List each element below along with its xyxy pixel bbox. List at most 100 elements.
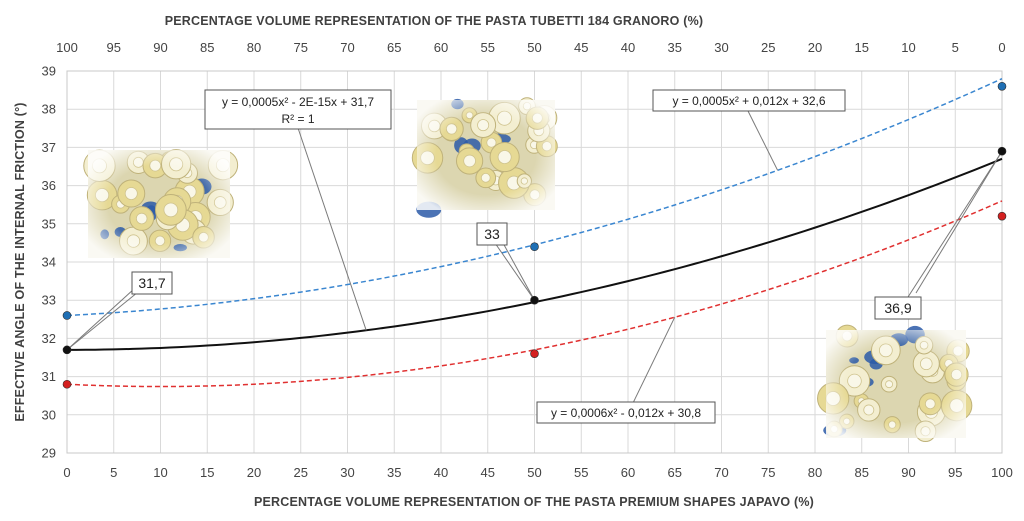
data-point: [530, 349, 539, 358]
x2-tick-label: 0: [998, 40, 1005, 55]
x-tick-label: 45: [481, 465, 495, 480]
x-tick-label: 100: [991, 465, 1013, 480]
x-tick-label: 15: [200, 465, 214, 480]
data-label-box: [874, 296, 922, 320]
leader-line: [494, 242, 535, 301]
data-point: [62, 379, 72, 389]
tick-labels: 0100595109015852080257530703565406045555…: [42, 40, 1013, 480]
leader-line: [915, 150, 1003, 294]
x-tick-label: 50: [527, 465, 541, 480]
x-tick-label: 85: [855, 465, 869, 480]
x2-tick-label: 20: [808, 40, 822, 55]
photo-vignette: [88, 150, 230, 258]
y-tick-label: 38: [42, 102, 56, 117]
x2-tick-label: 100: [56, 40, 78, 55]
photo-vignette: [417, 100, 555, 210]
plot-area-border: [66, 70, 1003, 454]
photo-vignette: [826, 330, 966, 438]
equation-box-black: [204, 89, 392, 130]
y-tick-label: 36: [42, 178, 56, 193]
x2-tick-label: 80: [247, 40, 261, 55]
r-squared-black: R² = 1: [281, 112, 314, 126]
x-tick-label: 75: [761, 465, 775, 480]
data-label: 33: [484, 226, 500, 242]
x-tick-label: 10: [153, 465, 167, 480]
pasta-photo: [83, 149, 239, 258]
pasta-photo: [817, 324, 973, 443]
y-tick-label: 34: [42, 255, 56, 270]
data-point: [62, 345, 72, 355]
data-point: [62, 311, 72, 320]
x-tick-label: 60: [621, 465, 635, 480]
x2-tick-label: 40: [621, 40, 635, 55]
x-tick-label: 95: [948, 465, 962, 480]
leader-lines: [66, 110, 1003, 404]
data-point: [530, 242, 539, 252]
x-tick-label: 65: [668, 465, 682, 480]
y-tick-label: 30: [42, 407, 56, 422]
x2-axis-title: PERCENTAGE VOLUME REPRESENTATION OF THE …: [165, 14, 704, 28]
x2-tick-label: 70: [340, 40, 354, 55]
leader-line: [907, 150, 1003, 298]
pasta-photo: [411, 97, 558, 218]
x-tick-label: 40: [434, 465, 448, 480]
y-tick-label: 33: [42, 293, 56, 308]
x-tick-label: 25: [294, 465, 308, 480]
x2-tick-label: 85: [200, 40, 214, 55]
equation-box-blue: [652, 89, 846, 112]
annotations: y = 0,0005x² - 2E-15x + 31,7 R² = 1 y = 0,…: [131, 89, 922, 424]
x2-tick-label: 95: [107, 40, 121, 55]
x-tick-label: 35: [387, 465, 401, 480]
leader-line: [747, 110, 779, 171]
x-tick-label: 5: [110, 465, 117, 480]
x-tick-label: 55: [574, 465, 588, 480]
x-tick-label: 20: [247, 465, 261, 480]
x2-tick-label: 75: [294, 40, 308, 55]
x2-tick-label: 10: [901, 40, 915, 55]
x2-tick-label: 25: [761, 40, 775, 55]
x-tick-label: 80: [808, 465, 822, 480]
data-point: [997, 211, 1007, 221]
x2-tick-label: 15: [855, 40, 869, 55]
data-label-box: [476, 222, 508, 246]
leader-line: [297, 127, 367, 331]
x-tick-label: 30: [340, 465, 354, 480]
x2-tick-label: 45: [574, 40, 588, 55]
x-axis-title: PERCENTAGE VOLUME REPRESENTATION OF THE …: [254, 495, 814, 509]
y-tick-label: 29: [42, 446, 56, 461]
x2-tick-label: 50: [527, 40, 541, 55]
equation-black: y = 0,0005x² - 2E-15x + 31,7: [222, 95, 374, 109]
data-points: [62, 81, 1007, 389]
trendline-2: [66, 200, 1003, 388]
data-label: 31,7: [138, 275, 165, 291]
y-tick-label: 31: [42, 369, 56, 384]
x-tick-label: 70: [714, 465, 728, 480]
x-tick-label: 90: [901, 465, 915, 480]
photo-layer: [83, 97, 973, 443]
data-label: 36,9: [884, 300, 911, 316]
leader-line: [632, 316, 676, 404]
x2-tick-label: 5: [952, 40, 959, 55]
x2-tick-label: 65: [387, 40, 401, 55]
y-tick-label: 39: [42, 64, 56, 79]
y-axis-title: EFFECTIVE ANGLE OF THE INTERNAL FRICTION…: [13, 102, 27, 421]
y-tick-label: 37: [42, 140, 56, 155]
data-point: [997, 81, 1007, 91]
x2-tick-label: 90: [153, 40, 167, 55]
equation-red: y = 0,0006x² - 0,012x + 30,8: [551, 406, 701, 420]
x2-tick-label: 30: [714, 40, 728, 55]
y-tick-label: 35: [42, 216, 56, 231]
leader-line: [502, 242, 535, 301]
x2-tick-label: 55: [481, 40, 495, 55]
data-point: [997, 146, 1007, 156]
x2-tick-label: 35: [668, 40, 682, 55]
data-label-box: [131, 271, 173, 295]
data-point: [530, 295, 539, 305]
equation-blue: y = 0,0005x² + 0,012x + 32,6: [672, 94, 825, 108]
leader-line: [66, 291, 139, 351]
x2-tick-label: 60: [434, 40, 448, 55]
y-tick-label: 32: [42, 331, 56, 346]
x-tick-label: 0: [63, 465, 70, 480]
leader-line: [66, 288, 135, 351]
